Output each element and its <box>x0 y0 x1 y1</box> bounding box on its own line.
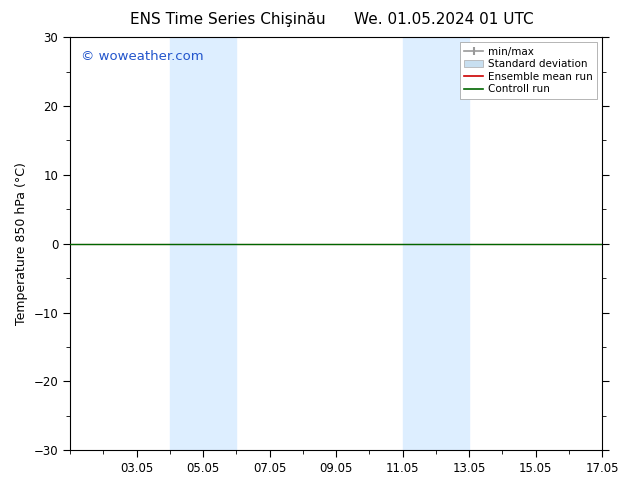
Bar <box>170 37 236 450</box>
Text: © woweather.com: © woweather.com <box>81 49 204 63</box>
Text: We. 01.05.2024 01 UTC: We. 01.05.2024 01 UTC <box>354 12 534 27</box>
Bar <box>403 37 469 450</box>
Y-axis label: Temperature 850 hPa (°C): Temperature 850 hPa (°C) <box>15 162 28 325</box>
Text: ENS Time Series Chişinău: ENS Time Series Chişinău <box>131 12 326 27</box>
Legend: min/max, Standard deviation, Ensemble mean run, Controll run: min/max, Standard deviation, Ensemble me… <box>460 42 597 98</box>
